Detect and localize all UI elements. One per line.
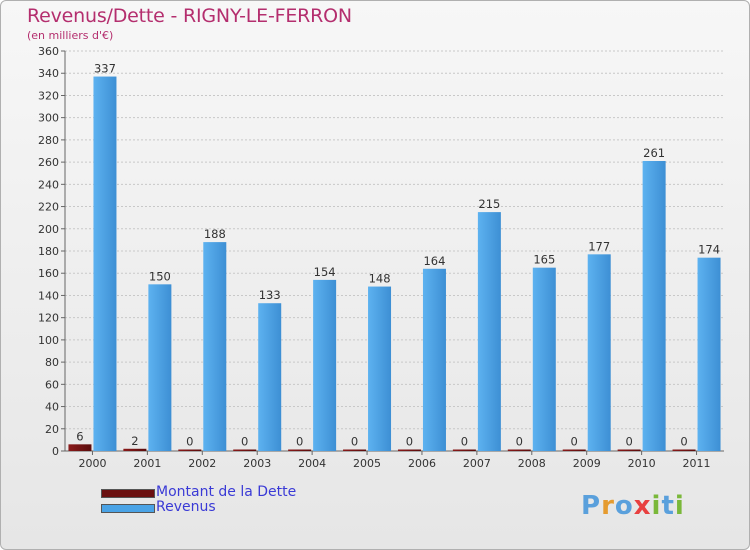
x-tick-label-2001: 2001 <box>133 457 161 470</box>
y-tick-label: 20 <box>45 423 59 436</box>
bar-debt-2007 <box>452 449 476 451</box>
bar-revenue-2009 <box>587 254 611 451</box>
bar-revenue-2004 <box>313 279 337 451</box>
logo-letter: t <box>661 491 675 521</box>
logo-letter: o <box>614 491 634 521</box>
bar-debt-2009 <box>562 449 586 451</box>
legend-swatch-revenue <box>101 504 155 513</box>
data-label-debt-2001: 2 <box>131 434 138 448</box>
y-tick-label: 340 <box>38 67 59 80</box>
chart-subtitle: (en milliers d'€) <box>27 29 114 42</box>
logo-letter: x <box>633 491 652 521</box>
x-tick-label-2011: 2011 <box>683 457 711 470</box>
proxiti-logo: Proxiti <box>581 491 685 521</box>
y-tick-label: 80 <box>45 356 59 369</box>
data-label-debt-2004: 0 <box>296 435 303 449</box>
bar-revenue-2008 <box>532 267 556 451</box>
bar-revenue-2000 <box>93 76 117 452</box>
chart-title: Revenus/Dette - RIGNY-LE-FERRON <box>27 5 352 27</box>
logo-letter: r <box>601 491 615 521</box>
y-tick-label: 220 <box>38 201 59 214</box>
x-tick-label-2005: 2005 <box>353 457 381 470</box>
y-tick-label: 240 <box>38 178 59 191</box>
y-tick-label: 60 <box>45 378 59 391</box>
logo-letter: P <box>581 491 602 521</box>
y-tick-label: 140 <box>38 289 59 302</box>
data-label-revenue-2010: 261 <box>643 146 665 160</box>
x-tick-label-2009: 2009 <box>573 457 601 470</box>
data-label-revenue-2003: 133 <box>259 288 281 302</box>
bars-layer <box>68 76 721 452</box>
data-label-revenue-2011: 174 <box>698 243 720 257</box>
y-tick-label: 180 <box>38 245 59 258</box>
bar-debt-2001 <box>123 448 147 451</box>
data-label-debt-2003: 0 <box>241 435 248 449</box>
bar-debt-2002 <box>178 449 202 451</box>
logo-letter: i <box>674 491 685 521</box>
y-tick-label: 260 <box>38 156 59 169</box>
bar-revenue-2011 <box>697 257 721 451</box>
x-tick-label-2010: 2010 <box>628 457 656 470</box>
x-tick-label-2006: 2006 <box>408 457 436 470</box>
bar-debt-2010 <box>617 449 641 451</box>
y-tick-label: 300 <box>38 112 59 125</box>
y-tick-label: 0 <box>52 445 59 458</box>
bar-debt-2006 <box>397 449 421 451</box>
data-label-revenue-2000: 337 <box>94 62 116 76</box>
bar-revenue-2003 <box>258 303 282 451</box>
bar-revenue-2002 <box>203 242 227 451</box>
y-tick-label: 100 <box>38 334 59 347</box>
x-tick-label-2007: 2007 <box>463 457 491 470</box>
y-tick-label: 160 <box>38 267 59 280</box>
data-label-revenue-2002: 188 <box>204 227 226 241</box>
logo-letter: i <box>651 491 662 521</box>
bar-revenue-2007 <box>477 212 501 451</box>
bar-debt-2003 <box>233 449 257 451</box>
data-label-revenue-2004: 154 <box>314 265 336 279</box>
data-label-debt-2000: 6 <box>76 429 83 443</box>
y-tick-label: 280 <box>38 134 59 147</box>
data-label-revenue-2001: 150 <box>149 269 171 283</box>
data-label-revenue-2009: 177 <box>588 239 610 253</box>
bar-debt-2008 <box>507 449 531 451</box>
data-label-revenue-2005: 148 <box>369 272 391 286</box>
y-tick-label: 320 <box>38 89 59 102</box>
bar-debt-2000 <box>68 444 92 451</box>
data-label-revenue-2006: 164 <box>423 254 445 268</box>
x-tick-label-2000: 2000 <box>78 457 106 470</box>
legend-label-debt: Montant de la Dette <box>156 484 297 500</box>
bar-debt-2011 <box>672 449 696 451</box>
legend-label-revenue: Revenus <box>156 499 216 515</box>
y-tick-label: 40 <box>45 401 59 414</box>
data-label-debt-2008: 0 <box>516 435 523 449</box>
bar-debt-2005 <box>343 449 367 451</box>
bar-revenue-2010 <box>642 161 666 451</box>
data-label-debt-2006: 0 <box>406 435 413 449</box>
y-tick-label: 120 <box>38 312 59 325</box>
y-tick-label: 360 <box>38 45 59 58</box>
data-label-debt-2007: 0 <box>461 435 468 449</box>
data-label-debt-2005: 0 <box>351 435 358 449</box>
y-tick-label: 200 <box>38 223 59 236</box>
legend-swatch-debt <box>101 489 155 498</box>
bar-revenue-2001 <box>148 284 172 451</box>
bar-revenue-2006 <box>422 268 446 451</box>
x-tick-label-2003: 2003 <box>243 457 271 470</box>
x-tick-label-2008: 2008 <box>518 457 546 470</box>
data-label-debt-2010: 0 <box>625 435 632 449</box>
bar-debt-2004 <box>288 449 312 451</box>
data-label-debt-2009: 0 <box>571 435 578 449</box>
grid-layer <box>61 50 724 455</box>
x-tick-label-2002: 2002 <box>188 457 216 470</box>
data-label-revenue-2008: 165 <box>533 253 555 267</box>
labels-layer: 0204060801001201401601802002202402602803… <box>38 45 720 470</box>
data-label-debt-2011: 0 <box>680 435 687 449</box>
bar-revenue-2005 <box>368 286 392 451</box>
data-label-debt-2002: 0 <box>186 435 193 449</box>
data-label-revenue-2007: 215 <box>478 197 500 211</box>
x-tick-label-2004: 2004 <box>298 457 326 470</box>
